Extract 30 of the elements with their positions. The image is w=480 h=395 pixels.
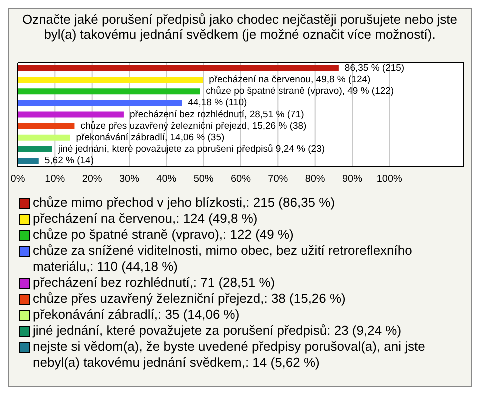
x-tick-label: 30% <box>119 174 140 186</box>
data-label: 5,62 % (14) <box>44 155 94 166</box>
x-tick-label: 50% <box>194 174 214 186</box>
legend-label: chůze přes uzavřený železniční přejezd,: 38 (15,26 %) <box>33 291 346 307</box>
data-label: překonávání zábradlí, 14,06 % (35) <box>76 132 225 144</box>
x-tick-label: 60% <box>230 174 252 186</box>
data-label: přecházení bez rozhlédnutí, 28,51 % (71) <box>130 109 304 120</box>
legend-label: přecházení bez rozhlédnutí,: 71 (28,51 %) <box>33 275 276 291</box>
legend-label: chůze po špatné straně (vpravo),: 122 (49 %) <box>33 227 294 243</box>
x-tick-label: 80% <box>305 174 326 186</box>
data-label: chůze po špatné straně (vpravo), 49 % (122) <box>206 86 394 98</box>
data-label: přecházení na červenou, 49,8 % (124) <box>209 74 371 86</box>
legend-label: chůze mimo přechod v jeho blízkosti,: 215 (86,35 %) <box>33 195 336 211</box>
x-tick-label: 10% <box>45 174 66 186</box>
x-tick-label: 90% <box>342 174 363 186</box>
legend-label: nejste si vědom(a), že byste uvedené předpisy porušoval(a), ani jste nebyl(a) takovému jednání svědkem,: 14 (5,62 %) <box>33 339 426 371</box>
legend-label: překonávání zábradlí,: 35 (14,06 %) <box>33 307 240 323</box>
x-tick-label: 20% <box>82 174 102 186</box>
x-tick-label: 100% <box>376 174 403 186</box>
chart-title: Označte jaké porušení předpisů jako chodec nejčastěji porušujete nebo jste byl(a) takovému jednání svědkem (je možné označit více možností). <box>21 11 459 44</box>
legend-label: přecházení na červenou,: 124 (49,8 %) <box>33 211 258 227</box>
x-tick-label: 40% <box>156 174 177 186</box>
data-label: jiné jednání, které považujete za porušení předpisů 9,24 % (23) <box>57 144 326 155</box>
x-tick-label: 70% <box>268 174 288 186</box>
data-label: 86,35 % (215) <box>344 63 405 74</box>
legend-label: chůze za snížené viditelnosti, mimo obec, bez užití retroreflexního materiálu,: 110 (44,18 %) <box>33 243 414 275</box>
data-label: chůze přes uzavřený železniční přejezd, 15,26 % (38) <box>80 120 307 132</box>
legend-label: jiné jednání, které považujete za porušení předpisů: 23 (9,24 %) <box>33 323 402 339</box>
x-tick-label: 0% <box>10 174 26 186</box>
data-label: 44,18 % (110) <box>188 98 248 109</box>
